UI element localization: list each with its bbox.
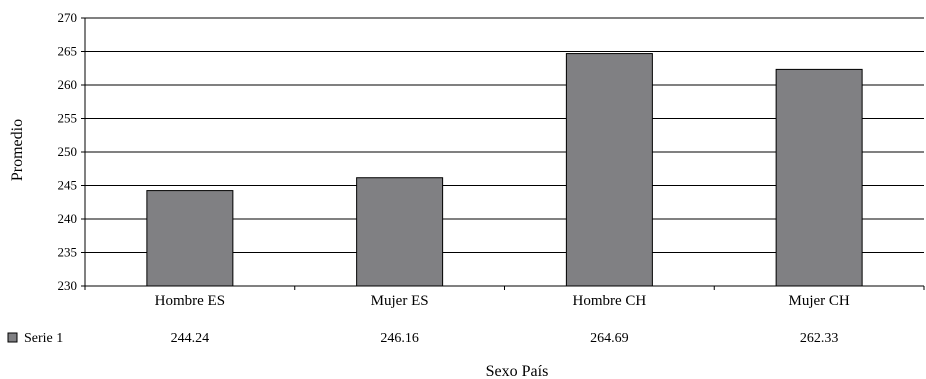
table-value: 246.16	[380, 331, 419, 346]
y-tick-label: 265	[58, 44, 78, 59]
y-axis-label: Promedio	[9, 119, 26, 181]
y-tick-label: 255	[58, 111, 78, 126]
x-category-label: Mujer ES	[371, 293, 429, 309]
axes	[81, 18, 924, 290]
y-tick-labels: 230 235 240 245 250 255 260 265 270	[58, 10, 78, 293]
x-category-label: Mujer CH	[789, 293, 850, 309]
y-tick-label: 235	[58, 245, 78, 260]
y-tick-label: 260	[58, 77, 78, 92]
data-table: Serie 1 244.24 246.16 264.69 262.33	[7, 331, 839, 346]
y-tick-label: 250	[58, 144, 78, 159]
x-category-label: Hombre CH	[573, 293, 647, 309]
y-tick-label: 270	[58, 10, 78, 25]
x-category-label: Hombre ES	[155, 293, 225, 309]
legend-swatch	[7, 332, 18, 343]
bar	[356, 177, 444, 287]
x-category-labels: Hombre ES Mujer ES Hombre CH Mujer CH	[155, 293, 850, 309]
y-tick-label: 230	[58, 278, 78, 293]
bars	[146, 53, 925, 290]
legend-series-name: Serie 1	[24, 331, 63, 346]
table-value: 264.69	[590, 331, 629, 346]
y-tick-label: 245	[58, 178, 78, 193]
bar	[565, 53, 653, 287]
bar	[775, 68, 863, 287]
y-tick-label: 240	[58, 211, 78, 226]
table-value: 244.24	[171, 331, 210, 346]
x-axis-label: Sexo País	[486, 363, 549, 379]
bar	[146, 190, 234, 287]
table-value: 262.33	[800, 331, 839, 346]
